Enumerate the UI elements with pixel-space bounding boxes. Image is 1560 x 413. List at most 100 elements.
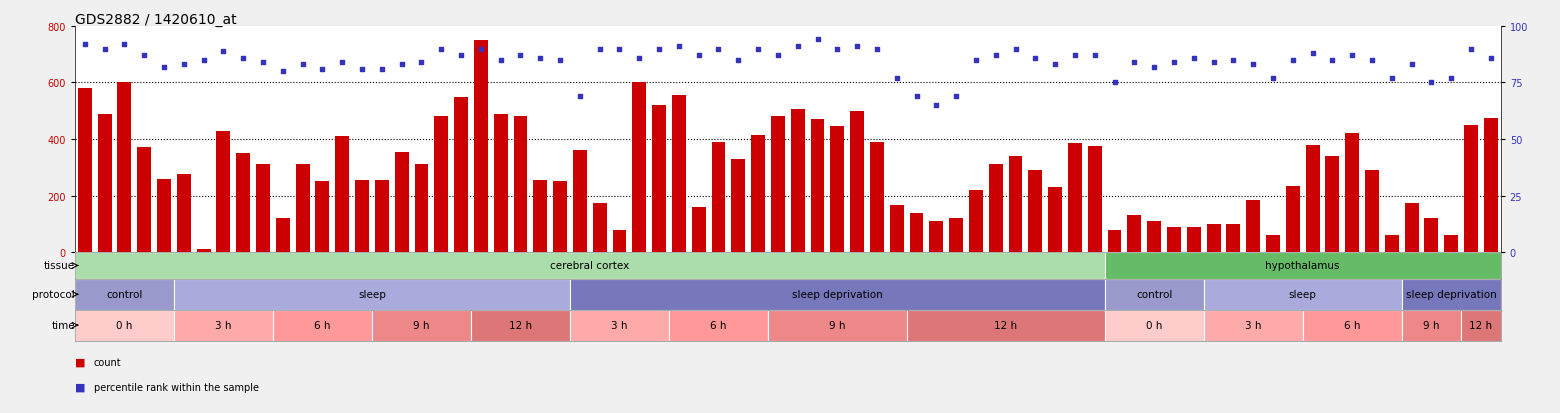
Bar <box>1108 230 1122 252</box>
Point <box>231 55 256 62</box>
Bar <box>732 159 746 252</box>
Point <box>429 46 454 53</box>
Point <box>1359 57 1384 64</box>
Text: 9 h: 9 h <box>413 320 429 330</box>
Point <box>964 57 989 64</box>
Bar <box>296 165 309 252</box>
Text: 6 h: 6 h <box>314 320 331 330</box>
Text: 0 h: 0 h <box>1147 320 1162 330</box>
Bar <box>236 154 250 252</box>
Point <box>527 55 552 62</box>
Text: 0 h: 0 h <box>115 320 133 330</box>
Point <box>766 53 791 59</box>
Bar <box>1226 224 1240 252</box>
Bar <box>434 117 448 252</box>
Bar <box>1484 119 1498 252</box>
Point <box>1320 57 1345 64</box>
Bar <box>632 83 646 252</box>
Point <box>686 53 711 59</box>
Bar <box>768 310 906 341</box>
Bar <box>1402 279 1501 310</box>
Point <box>92 46 117 53</box>
Point <box>1240 62 1265 69</box>
Point <box>646 46 671 53</box>
Bar <box>1147 221 1161 252</box>
Bar <box>374 180 388 252</box>
Bar <box>1204 310 1303 341</box>
Bar <box>117 83 131 252</box>
Bar <box>711 142 725 252</box>
Text: protocol: protocol <box>33 290 75 299</box>
Point <box>409 59 434 66</box>
Point <box>1023 55 1048 62</box>
Bar <box>356 180 370 252</box>
Bar <box>158 179 172 252</box>
Point <box>488 57 513 64</box>
Bar <box>395 152 409 252</box>
Point <box>1420 80 1445 87</box>
Point <box>725 57 750 64</box>
Point <box>290 62 315 69</box>
Bar <box>454 97 468 252</box>
Point <box>1221 57 1246 64</box>
Bar <box>752 135 764 252</box>
Text: 9 h: 9 h <box>828 320 846 330</box>
Point <box>805 37 830 44</box>
Text: 12 h: 12 h <box>1470 320 1493 330</box>
Text: percentile rank within the sample: percentile rank within the sample <box>94 382 259 392</box>
Bar <box>909 213 924 252</box>
Point <box>905 93 930 100</box>
Text: cerebral cortex: cerebral cortex <box>551 261 629 271</box>
Bar <box>569 310 669 341</box>
Bar <box>1345 134 1359 252</box>
Point <box>1459 46 1484 53</box>
Bar <box>1069 144 1083 252</box>
Bar <box>1267 235 1279 252</box>
Point <box>844 44 869 50</box>
Bar <box>273 310 371 341</box>
Bar <box>1028 171 1042 252</box>
Point <box>1122 59 1147 66</box>
Bar <box>471 310 569 341</box>
Point <box>370 66 395 73</box>
Bar <box>315 182 329 252</box>
Bar <box>1365 171 1379 252</box>
Bar <box>989 165 1003 252</box>
Point <box>1062 53 1087 59</box>
Point <box>1379 76 1404 82</box>
Bar <box>75 310 173 341</box>
Bar <box>593 203 607 252</box>
Point <box>329 59 354 66</box>
Bar <box>75 279 173 310</box>
Bar <box>173 310 273 341</box>
Text: 12 h: 12 h <box>509 320 532 330</box>
Bar <box>1204 279 1402 310</box>
Bar <box>493 114 507 252</box>
Bar <box>791 110 805 252</box>
Text: 12 h: 12 h <box>994 320 1017 330</box>
Bar <box>889 206 903 252</box>
Bar <box>1167 227 1181 252</box>
Point <box>1181 55 1206 62</box>
Text: sleep deprivation: sleep deprivation <box>1406 290 1496 299</box>
Bar <box>173 279 569 310</box>
Bar <box>256 165 270 252</box>
Bar <box>1285 186 1299 252</box>
Point <box>1083 53 1108 59</box>
Bar <box>554 182 566 252</box>
Point <box>1281 57 1306 64</box>
Bar <box>850 112 864 252</box>
Bar <box>652 106 666 252</box>
Bar <box>474 41 488 252</box>
Point <box>1299 51 1324 57</box>
Point <box>1042 62 1067 69</box>
Bar <box>371 310 471 341</box>
Text: ■: ■ <box>75 357 86 367</box>
Point <box>746 46 771 53</box>
Point <box>568 93 593 100</box>
Bar <box>1445 235 1459 252</box>
Bar <box>830 127 844 252</box>
Text: 3 h: 3 h <box>1245 320 1262 330</box>
Text: 6 h: 6 h <box>710 320 727 330</box>
Point <box>1162 59 1187 66</box>
